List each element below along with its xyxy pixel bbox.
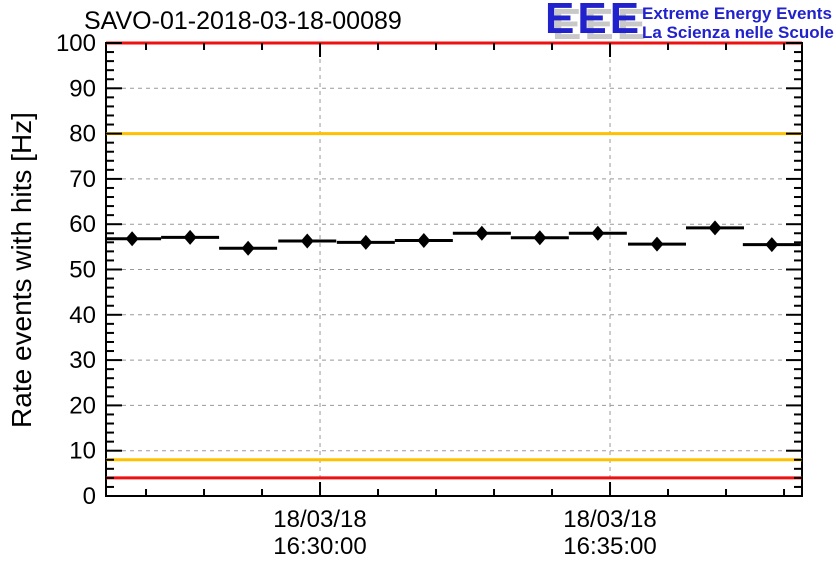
data-point-marker: [241, 240, 255, 256]
data-point-marker: [300, 233, 314, 249]
y-tick-label: 100: [56, 30, 96, 57]
data-point-marker: [417, 233, 431, 249]
data-point-marker: [183, 229, 197, 245]
data-point-marker: [591, 225, 605, 241]
y-tick-label: 30: [69, 347, 96, 374]
x-tick-label-time: 16:35:00: [563, 533, 656, 560]
chart-title: SAVO-01-2018-03-18-00089: [84, 7, 402, 35]
y-tick-label: 0: [83, 483, 96, 510]
eee-logo-subtitle-2: La Scienza nelle Scuole: [642, 23, 834, 42]
y-tick-label: 40: [69, 302, 96, 329]
y-tick-label: 70: [69, 166, 96, 193]
eee-logo: EEE Extreme Energy Events La Scienza nel…: [0, 0, 836, 46]
data-point-marker: [475, 225, 489, 241]
x-tick-label-date: 18/03/18: [563, 506, 656, 533]
y-tick-label: 60: [69, 211, 96, 238]
data-point-marker: [765, 237, 779, 253]
data-point-marker: [359, 234, 373, 250]
y-tick-label: 50: [69, 257, 96, 284]
data-point-marker: [650, 236, 664, 252]
x-tick-label-time: 16:30:00: [273, 533, 366, 560]
y-tick-label: 80: [69, 121, 96, 148]
eee-logo-acronym: EEE: [545, 0, 643, 43]
data-point-marker: [708, 220, 722, 236]
eee-logo-subtitle-1: Extreme Energy Events: [642, 4, 832, 23]
y-tick-label: 90: [69, 75, 96, 102]
data-point-marker: [533, 230, 547, 246]
y-tick-label: 20: [69, 392, 96, 419]
x-tick-label-date: 18/03/18: [273, 506, 366, 533]
data-point-marker: [125, 231, 139, 247]
y-tick-label: 10: [69, 438, 96, 465]
